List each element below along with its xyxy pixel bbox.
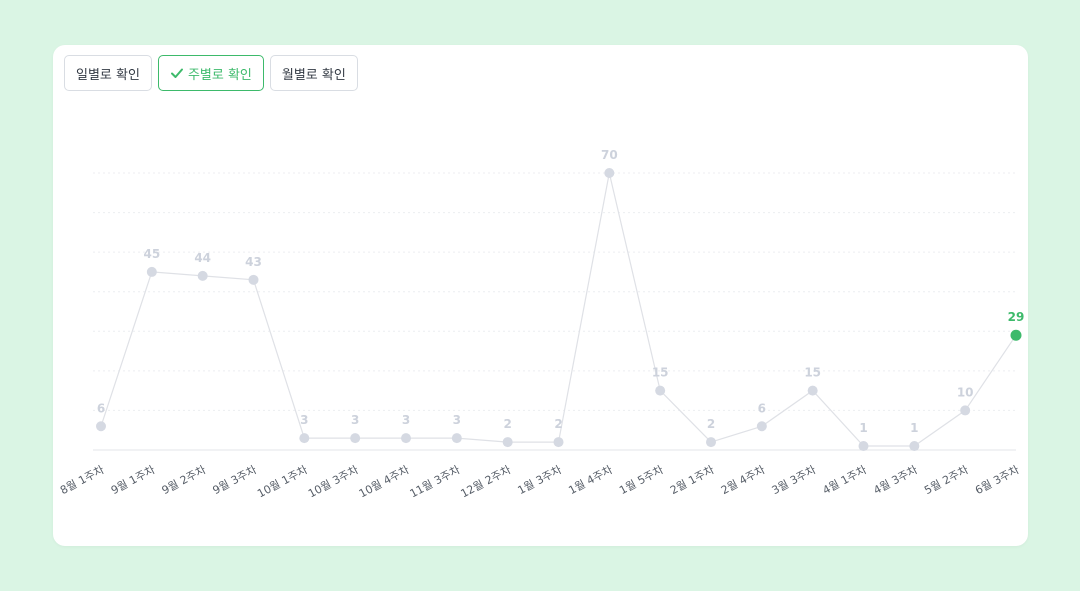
data-point <box>299 433 310 444</box>
x-tick-label: 12월 2주차 <box>459 463 514 500</box>
x-tick-label: 9월 1주차 <box>109 463 157 497</box>
data-point <box>807 385 818 396</box>
monthly-view-label: 월별로 확인 <box>281 67 346 83</box>
data-point <box>451 433 462 444</box>
data-label: 70 <box>601 148 618 162</box>
data-point <box>146 266 157 277</box>
x-tick-label: 1월 4주차 <box>566 463 614 497</box>
data-point <box>909 441 920 452</box>
x-tick-label: 10월 3주차 <box>306 463 361 500</box>
data-label: 2 <box>554 417 562 431</box>
data-point <box>248 274 259 285</box>
data-point <box>197 270 208 281</box>
x-tick-label: 5월 2주차 <box>922 463 970 497</box>
series-line <box>100 172 1017 447</box>
data-point <box>553 437 564 448</box>
data-point <box>401 433 411 444</box>
x-tick-label: 1월 5주차 <box>617 463 665 497</box>
data-point <box>756 421 767 432</box>
daily-view-label: 일별로 확인 <box>76 67 140 83</box>
daily-view-button[interactable]: 일별로 확인 <box>64 55 152 91</box>
weekly-view-label: 주별로 확인 <box>187 67 252 83</box>
data-point <box>604 168 615 178</box>
data-point <box>960 405 971 416</box>
check-icon <box>170 68 183 78</box>
x-tick-label: 3월 3주차 <box>770 463 818 497</box>
x-tick-label: 6월 3주차 <box>973 463 1021 497</box>
data-label: 15 <box>652 366 669 380</box>
data-label: 6 <box>758 401 766 415</box>
data-label: 15 <box>804 366 821 380</box>
data-point <box>502 437 513 448</box>
data-label: 2 <box>503 417 511 431</box>
data-label: 29 <box>1008 310 1025 324</box>
x-tick-label: 1월 3주차 <box>516 463 564 497</box>
data-label: 1 <box>859 421 867 435</box>
monthly-view-button[interactable]: 월별로 확인 <box>269 55 358 91</box>
data-point <box>858 441 869 452</box>
x-tick-label: 8월 1주차 <box>58 463 106 497</box>
weekly-view-button[interactable]: 주별로 확인 <box>157 55 264 91</box>
data-label: 10 <box>957 385 974 399</box>
x-tick-label: 10월 1주차 <box>255 463 310 500</box>
x-tick-label: 10월 4주차 <box>357 463 412 500</box>
data-label: 3 <box>402 413 410 427</box>
data-label: 3 <box>453 413 461 427</box>
data-point <box>655 385 666 396</box>
data-point <box>350 433 361 444</box>
data-label: 45 <box>143 247 160 261</box>
x-tick-label: 2월 1주차 <box>668 463 716 497</box>
data-label: 43 <box>245 255 262 269</box>
period-toggle-group: 일별로 확인 주별로 확인 월별로 확인 <box>64 55 358 91</box>
data-point <box>1010 329 1022 341</box>
x-tick-label: 9월 2주차 <box>160 463 208 497</box>
x-tick-label: 11월 3주차 <box>408 463 463 500</box>
data-label: 3 <box>351 413 359 427</box>
data-point <box>96 421 106 432</box>
data-label: 2 <box>707 417 715 431</box>
data-label: 1 <box>910 421 918 435</box>
x-tick-label: 4월 3주차 <box>871 463 919 497</box>
x-tick-label: 4월 1주차 <box>821 463 869 497</box>
data-label: 6 <box>97 401 105 415</box>
data-label: 3 <box>300 413 308 427</box>
x-tick-label: 9월 3주차 <box>211 463 259 497</box>
x-tick-label: 2월 4주차 <box>719 463 767 497</box>
data-label: 44 <box>194 251 211 265</box>
data-point <box>706 437 716 448</box>
chart-card: 일별로 확인 주별로 확인 월별로 확인 6 45 44 43 3 3 3 3 2 2 70 15 2 6… <box>53 45 1028 546</box>
